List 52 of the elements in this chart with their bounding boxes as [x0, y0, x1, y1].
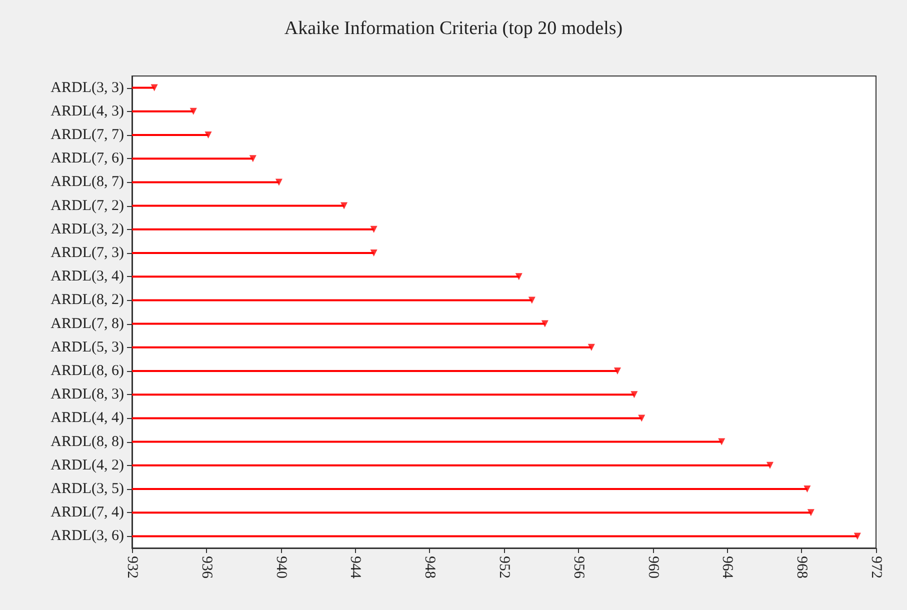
point [807, 509, 814, 516]
x-tick-label: 944 [347, 556, 364, 579]
y-tick-label: ARDL(3, 2) [50, 221, 124, 238]
point [638, 414, 646, 422]
point [804, 486, 811, 492]
x-tick-label: 932 [124, 556, 140, 578]
y-tick-label: ARDL(7, 2) [50, 198, 124, 214]
point [204, 132, 212, 138]
y-tick-label: ARDL(3, 5) [50, 481, 124, 497]
x-tick-label: 972 [868, 556, 884, 578]
y-tick-label: ARDL(7, 3) [50, 245, 124, 261]
point [190, 108, 197, 115]
y-tick-label: ARDL(4, 3) [50, 103, 124, 120]
point [528, 296, 536, 304]
y-tick-label: ARDL(8, 3) [50, 386, 124, 403]
point [150, 84, 158, 92]
y-tick-label: ARDL(7, 4) [50, 504, 124, 521]
y-tick-label: ARDL(3, 6) [50, 528, 124, 544]
point [340, 202, 348, 210]
x-tick-label: 952 [496, 556, 512, 578]
y-tick-label: ARDL(8, 6) [50, 363, 124, 379]
y-tick-label: ARDL(3, 3) [50, 80, 124, 96]
x-tick-label: 968 [794, 556, 810, 578]
x-tick-label: 960 [644, 556, 661, 578]
point [588, 344, 595, 351]
point [630, 391, 638, 398]
point [249, 155, 256, 162]
x-tick-label: 940 [272, 556, 289, 578]
point [614, 368, 621, 374]
y-tick-label: ARDL(7, 6) [50, 150, 124, 167]
y-tick-label: ARDL(4, 2) [50, 457, 124, 474]
y-tick-label: ARDL(7, 7) [50, 127, 124, 143]
y-tick-label: ARDL(8, 2) [50, 292, 124, 308]
point [370, 250, 378, 256]
point [275, 178, 282, 186]
y-tick-label: ARDL(3, 4) [50, 268, 124, 285]
point [854, 532, 861, 540]
point [515, 273, 522, 280]
x-tick-label: 964 [719, 556, 736, 579]
y-tick-label: ARDL(4, 4) [50, 410, 124, 426]
point [718, 438, 726, 446]
y-tick-label: ARDL(8, 8) [50, 434, 124, 450]
y-tick-label: ARDL(8, 7) [50, 174, 124, 190]
x-tick-label: 956 [570, 556, 586, 579]
x-tick-label: 936 [198, 556, 214, 579]
point [766, 462, 774, 469]
point [370, 226, 378, 233]
x-tick-label: 948 [422, 556, 438, 578]
y-tick-label: ARDL(5, 3) [50, 339, 124, 356]
point [541, 320, 548, 328]
chart-title: Akaike Information Criteria (top 20 models) [284, 18, 623, 39]
y-tick-label: ARDL(7, 8) [50, 316, 124, 332]
